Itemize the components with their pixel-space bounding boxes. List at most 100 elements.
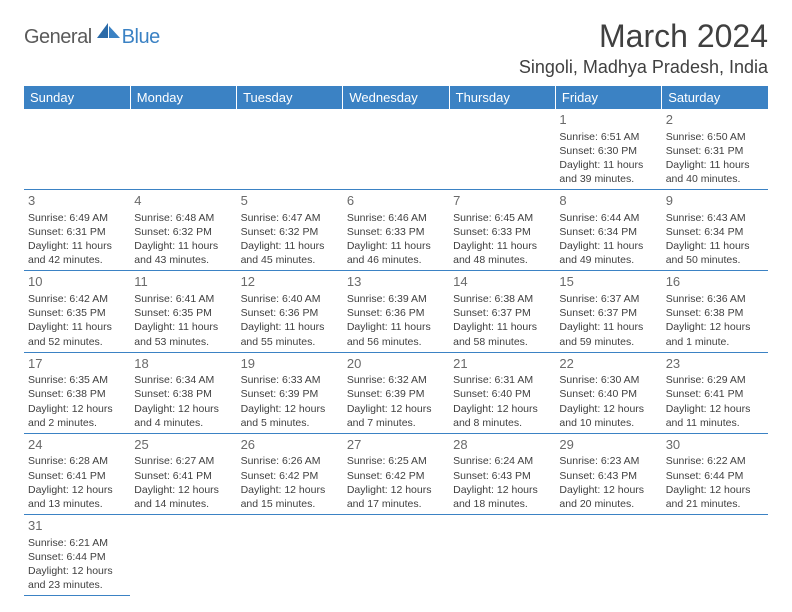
calendar-row: 3Sunrise: 6:49 AMSunset: 6:31 PMDaylight… <box>24 190 768 271</box>
calendar-cell <box>449 515 555 596</box>
daylight-text: Daylight: 12 hours <box>241 402 339 416</box>
daylight-text: Daylight: 11 hours <box>134 320 232 334</box>
sunset-text: Sunset: 6:39 PM <box>241 387 339 401</box>
day-number: 23 <box>666 355 764 373</box>
calendar-table: Sunday Monday Tuesday Wednesday Thursday… <box>24 86 768 596</box>
logo-sail-icon <box>96 21 122 44</box>
sunrise-text: Sunrise: 6:50 AM <box>666 130 764 144</box>
calendar-cell <box>449 109 555 190</box>
calendar-cell: 22Sunrise: 6:30 AMSunset: 6:40 PMDayligh… <box>555 352 661 433</box>
daylight-text: Daylight: 11 hours <box>559 320 657 334</box>
day-number: 11 <box>134 273 232 291</box>
sunrise-text: Sunrise: 6:44 AM <box>559 211 657 225</box>
sunrise-text: Sunrise: 6:32 AM <box>347 373 445 387</box>
calendar-row: 17Sunrise: 6:35 AMSunset: 6:38 PMDayligh… <box>24 352 768 433</box>
daylight-text: and 55 minutes. <box>241 335 339 349</box>
sunrise-text: Sunrise: 6:27 AM <box>134 454 232 468</box>
calendar-cell <box>662 515 768 596</box>
daylight-text: Daylight: 12 hours <box>666 483 764 497</box>
day-number: 27 <box>347 436 445 454</box>
sunset-text: Sunset: 6:37 PM <box>453 306 551 320</box>
daylight-text: and 58 minutes. <box>453 335 551 349</box>
sunrise-text: Sunrise: 6:30 AM <box>559 373 657 387</box>
calendar-cell <box>343 515 449 596</box>
daylight-text: Daylight: 12 hours <box>347 402 445 416</box>
daylight-text: and 15 minutes. <box>241 497 339 511</box>
day-number: 9 <box>666 192 764 210</box>
daylight-text: Daylight: 12 hours <box>134 402 232 416</box>
daylight-text: and 53 minutes. <box>134 335 232 349</box>
sunset-text: Sunset: 6:36 PM <box>347 306 445 320</box>
daylight-text: and 52 minutes. <box>28 335 126 349</box>
sunrise-text: Sunrise: 6:38 AM <box>453 292 551 306</box>
daylight-text: Daylight: 11 hours <box>453 320 551 334</box>
day-number: 19 <box>241 355 339 373</box>
day-header-row: Sunday Monday Tuesday Wednesday Thursday… <box>24 86 768 109</box>
sunset-text: Sunset: 6:41 PM <box>28 469 126 483</box>
sunrise-text: Sunrise: 6:29 AM <box>666 373 764 387</box>
calendar-body: 1Sunrise: 6:51 AMSunset: 6:30 PMDaylight… <box>24 109 768 596</box>
day-number: 21 <box>453 355 551 373</box>
daylight-text: and 21 minutes. <box>666 497 764 511</box>
calendar-cell <box>555 515 661 596</box>
sunrise-text: Sunrise: 6:26 AM <box>241 454 339 468</box>
daylight-text: and 17 minutes. <box>347 497 445 511</box>
day-header: Tuesday <box>237 86 343 109</box>
day-number: 29 <box>559 436 657 454</box>
sunrise-text: Sunrise: 6:41 AM <box>134 292 232 306</box>
page-header: General Blue March 2024 Singoli, Madhya … <box>24 18 768 78</box>
day-number: 26 <box>241 436 339 454</box>
day-number: 15 <box>559 273 657 291</box>
daylight-text: and 8 minutes. <box>453 416 551 430</box>
sunrise-text: Sunrise: 6:40 AM <box>241 292 339 306</box>
sunrise-text: Sunrise: 6:42 AM <box>28 292 126 306</box>
sunset-text: Sunset: 6:31 PM <box>666 144 764 158</box>
day-number: 31 <box>28 517 126 535</box>
daylight-text: Daylight: 12 hours <box>666 320 764 334</box>
calendar-cell: 20Sunrise: 6:32 AMSunset: 6:39 PMDayligh… <box>343 352 449 433</box>
daylight-text: and 5 minutes. <box>241 416 339 430</box>
daylight-text: and 40 minutes. <box>666 172 764 186</box>
day-number: 25 <box>134 436 232 454</box>
day-number: 20 <box>347 355 445 373</box>
calendar-cell: 4Sunrise: 6:48 AMSunset: 6:32 PMDaylight… <box>130 190 236 271</box>
calendar-cell <box>24 109 130 190</box>
sunrise-text: Sunrise: 6:35 AM <box>28 373 126 387</box>
sunset-text: Sunset: 6:33 PM <box>347 225 445 239</box>
calendar-cell: 7Sunrise: 6:45 AMSunset: 6:33 PMDaylight… <box>449 190 555 271</box>
calendar-row: 10Sunrise: 6:42 AMSunset: 6:35 PMDayligh… <box>24 271 768 352</box>
daylight-text: and 10 minutes. <box>559 416 657 430</box>
daylight-text: Daylight: 11 hours <box>347 320 445 334</box>
daylight-text: and 13 minutes. <box>28 497 126 511</box>
sunset-text: Sunset: 6:34 PM <box>666 225 764 239</box>
day-number: 6 <box>347 192 445 210</box>
calendar-cell <box>237 515 343 596</box>
daylight-text: and 43 minutes. <box>134 253 232 267</box>
sunset-text: Sunset: 6:42 PM <box>241 469 339 483</box>
sunrise-text: Sunrise: 6:33 AM <box>241 373 339 387</box>
sunset-text: Sunset: 6:42 PM <box>347 469 445 483</box>
logo: General Blue <box>24 26 160 49</box>
daylight-text: and 48 minutes. <box>453 253 551 267</box>
daylight-text: and 1 minute. <box>666 335 764 349</box>
daylight-text: and 2 minutes. <box>28 416 126 430</box>
calendar-cell: 3Sunrise: 6:49 AMSunset: 6:31 PMDaylight… <box>24 190 130 271</box>
daylight-text: and 39 minutes. <box>559 172 657 186</box>
location-subtitle: Singoli, Madhya Pradesh, India <box>519 57 768 78</box>
day-number: 12 <box>241 273 339 291</box>
daylight-text: Daylight: 12 hours <box>28 483 126 497</box>
page-title: March 2024 <box>519 18 768 55</box>
sunset-text: Sunset: 6:44 PM <box>28 550 126 564</box>
day-header: Thursday <box>449 86 555 109</box>
sunset-text: Sunset: 6:34 PM <box>559 225 657 239</box>
sunrise-text: Sunrise: 6:36 AM <box>666 292 764 306</box>
day-number: 1 <box>559 111 657 129</box>
day-number: 14 <box>453 273 551 291</box>
daylight-text: Daylight: 11 hours <box>28 320 126 334</box>
calendar-cell <box>130 515 236 596</box>
daylight-text: Daylight: 11 hours <box>559 158 657 172</box>
sunset-text: Sunset: 6:38 PM <box>666 306 764 320</box>
calendar-cell <box>237 109 343 190</box>
daylight-text: and 4 minutes. <box>134 416 232 430</box>
calendar-cell: 14Sunrise: 6:38 AMSunset: 6:37 PMDayligh… <box>449 271 555 352</box>
